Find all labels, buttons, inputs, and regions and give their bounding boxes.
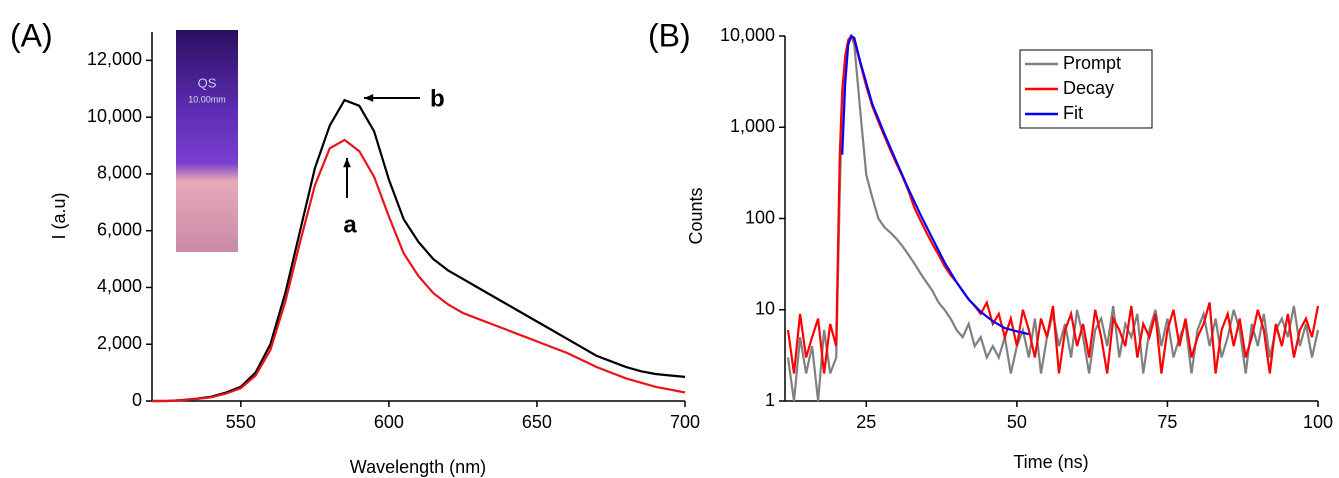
- legend-label: Prompt: [1063, 53, 1121, 73]
- panel-label: (B): [648, 17, 691, 53]
- y-tick-label: 4,000: [97, 276, 142, 296]
- x-tick-label: 100: [1303, 412, 1333, 432]
- series-line: [841, 34, 1030, 336]
- inset-label: QS: [198, 75, 217, 90]
- arrow-head: [343, 158, 351, 168]
- y-tick-label: 2,000: [97, 333, 142, 353]
- inset-label: 10.00mm: [188, 94, 226, 104]
- legend-label: Decay: [1063, 78, 1114, 98]
- y-tick-label: 100: [745, 207, 775, 227]
- panel-label: (A): [10, 17, 53, 53]
- y-tick-label: 1,000: [730, 116, 775, 136]
- arrow-head: [364, 94, 374, 102]
- y-tick-label: 1: [765, 390, 775, 410]
- x-tick-label: 550: [226, 412, 256, 432]
- y-tick-label: 6,000: [97, 219, 142, 239]
- annotation: a: [343, 211, 357, 238]
- x-tick-label: 50: [1007, 412, 1027, 432]
- x-axis-title: Wavelength (nm): [350, 457, 486, 477]
- x-tick-label: 700: [670, 412, 700, 432]
- annotation: b: [430, 85, 445, 112]
- x-tick-label: 75: [1157, 412, 1177, 432]
- y-axis-title: Counts: [686, 187, 706, 244]
- x-tick-label: 600: [374, 412, 404, 432]
- y-tick-label: 10,000: [87, 106, 142, 126]
- y-tick-label: 0: [132, 390, 142, 410]
- x-axis-title: Time (ns): [1013, 452, 1088, 472]
- inset-photo: [176, 30, 238, 252]
- x-tick-label: 650: [522, 412, 552, 432]
- series-line: [152, 138, 686, 403]
- y-axis-title: I (a.u): [49, 192, 69, 239]
- y-tick-label: 8,000: [97, 163, 142, 183]
- series-line: [786, 33, 1320, 402]
- x-tick-label: 25: [856, 412, 876, 432]
- legend-label: Fit: [1063, 103, 1083, 123]
- y-tick-label: 10: [755, 299, 775, 319]
- y-tick-label: 12,000: [87, 49, 142, 69]
- y-tick-label: 10,000: [720, 25, 775, 45]
